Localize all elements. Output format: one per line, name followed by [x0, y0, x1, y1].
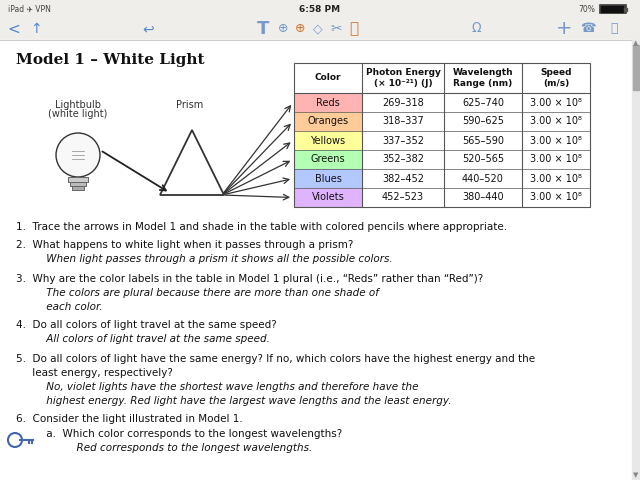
Text: 440–520: 440–520	[462, 173, 504, 183]
Text: 5.  Do all colors of light have the same energy? If no, which colors have the hi: 5. Do all colors of light have the same …	[16, 354, 535, 364]
Text: ⊕: ⊕	[295, 23, 305, 36]
Text: Color: Color	[315, 73, 341, 83]
Text: 3.  Why are the color labels in the table in Model 1 plural (i.e., “Reds” rather: 3. Why are the color labels in the table…	[16, 274, 483, 284]
Text: Blues: Blues	[315, 173, 341, 183]
Text: 590–625: 590–625	[462, 117, 504, 127]
Text: Yellows: Yellows	[310, 135, 346, 145]
Bar	[601, 6, 623, 12]
Bar	[294, 63, 590, 207]
Text: ↩: ↩	[142, 22, 154, 36]
Bar	[68, 177, 88, 182]
Text: 3.00 × 10⁸: 3.00 × 10⁸	[530, 173, 582, 183]
Text: Wavelength
Range (nm): Wavelength Range (nm)	[452, 68, 513, 88]
Text: each color.: each color.	[30, 302, 102, 312]
Bar	[72, 186, 84, 190]
Text: 3.00 × 10⁸: 3.00 × 10⁸	[530, 135, 582, 145]
Text: Violets: Violets	[312, 192, 344, 203]
Text: ⎕: ⎕	[611, 23, 618, 36]
Text: T: T	[257, 20, 269, 38]
Text: ⊕: ⊕	[278, 23, 288, 36]
Bar	[294, 131, 362, 150]
Text: highest energy. Red light have the largest wave lengths and the least energy.: highest energy. Red light have the large…	[30, 396, 451, 406]
Text: 382–452: 382–452	[382, 173, 424, 183]
Text: 380–440: 380–440	[462, 192, 504, 203]
Text: All colors of light travel at the same speed.: All colors of light travel at the same s…	[30, 334, 270, 344]
Bar	[70, 182, 86, 186]
Bar	[624, 8, 627, 11]
Text: ↑: ↑	[30, 22, 42, 36]
Bar	[294, 63, 590, 93]
Text: 3.00 × 10⁸: 3.00 × 10⁸	[530, 192, 582, 203]
Text: 318–337: 318–337	[382, 117, 424, 127]
Text: Model 1 – White Light: Model 1 – White Light	[16, 53, 205, 67]
Bar	[294, 112, 362, 131]
Text: 269–318: 269–318	[382, 97, 424, 108]
FancyBboxPatch shape	[600, 4, 627, 13]
Text: Prism: Prism	[177, 100, 204, 110]
Bar	[294, 150, 362, 169]
Text: 337–352: 337–352	[382, 135, 424, 145]
Text: 6.  Consider the light illustrated in Model 1.: 6. Consider the light illustrated in Mod…	[16, 414, 243, 424]
Text: 352–382: 352–382	[382, 155, 424, 165]
Text: Photon Energy
(× 10⁻²¹) (J): Photon Energy (× 10⁻²¹) (J)	[365, 68, 440, 88]
Text: 6:58 PM: 6:58 PM	[300, 4, 340, 13]
Bar	[294, 188, 362, 207]
Bar	[294, 93, 362, 112]
Text: 2.  What happens to white light when it passes through a prism?: 2. What happens to white light when it p…	[16, 240, 353, 250]
Text: +: +	[556, 20, 572, 38]
Text: a.  Which color corresponds to the longest wavelengths?: a. Which color corresponds to the longes…	[30, 429, 342, 439]
Text: <: <	[8, 22, 20, 36]
Text: 565–590: 565–590	[462, 135, 504, 145]
Text: least energy, respectively?: least energy, respectively?	[16, 368, 173, 378]
Text: 1.  Trace the arrows in Model 1 and shade in the table with colored pencils wher: 1. Trace the arrows in Model 1 and shade…	[16, 222, 507, 232]
Text: (white light): (white light)	[48, 109, 108, 119]
Text: 520–565: 520–565	[462, 155, 504, 165]
Text: The colors are plural because there are more than one shade of: The colors are plural because there are …	[30, 288, 379, 298]
Text: 4.  Do all colors of light travel at the same speed?: 4. Do all colors of light travel at the …	[16, 320, 276, 330]
Text: Red corresponds to the longest wavelengths.: Red corresponds to the longest wavelengt…	[44, 443, 312, 453]
Text: 3.00 × 10⁸: 3.00 × 10⁸	[530, 155, 582, 165]
Text: iPad ✈ VPN: iPad ✈ VPN	[8, 4, 51, 13]
Text: 625–740: 625–740	[462, 97, 504, 108]
Text: When light passes through a prism it shows all the possible colors.: When light passes through a prism it sho…	[30, 254, 392, 264]
Text: Lightbulb: Lightbulb	[55, 100, 101, 110]
Circle shape	[56, 133, 100, 177]
Text: ▲: ▲	[634, 40, 639, 46]
Bar	[294, 169, 362, 188]
Text: 3.00 × 10⁸: 3.00 × 10⁸	[530, 97, 582, 108]
Text: ✋: ✋	[349, 22, 358, 36]
Text: 3.00 × 10⁸: 3.00 × 10⁸	[530, 117, 582, 127]
Text: Speed
(m/s): Speed (m/s)	[540, 68, 572, 88]
Text: ▼: ▼	[634, 472, 639, 478]
Text: 452–523: 452–523	[382, 192, 424, 203]
Bar	[294, 63, 590, 207]
Text: ✂: ✂	[330, 22, 342, 36]
Text: No, violet lights have the shortest wave lengths and therefore have the: No, violet lights have the shortest wave…	[30, 382, 419, 392]
Text: Greens: Greens	[310, 155, 346, 165]
Text: ◇: ◇	[313, 23, 323, 36]
Text: 70%: 70%	[578, 4, 595, 13]
Text: Reds: Reds	[316, 97, 340, 108]
Text: Oranges: Oranges	[307, 117, 349, 127]
Text: ☎: ☎	[580, 23, 596, 36]
Text: Ω: Ω	[471, 23, 481, 36]
